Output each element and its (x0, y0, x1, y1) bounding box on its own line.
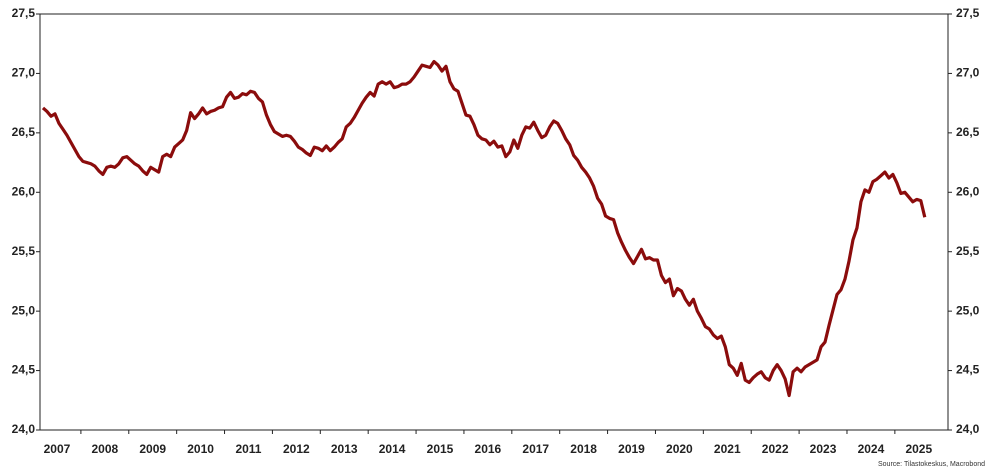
x-tick-label: 2007 (44, 442, 71, 456)
y-tick-label: 24,0 (12, 422, 36, 436)
y2-tick-label: 27,5 (956, 6, 980, 20)
y2-tick-label: 24,0 (956, 422, 980, 436)
x-tick-label: 2019 (618, 442, 645, 456)
y2-tick-label: 26,5 (956, 125, 980, 139)
y-tick-label: 27,0 (12, 66, 36, 80)
x-tick-label: 2018 (570, 442, 597, 456)
x-tick-label: 2022 (762, 442, 789, 456)
x-tick-label: 2017 (522, 442, 549, 456)
y-tick-label: 26,0 (12, 184, 36, 198)
x-tick-label: 2013 (331, 442, 358, 456)
y2-tick-label: 25,5 (956, 244, 980, 258)
y-tick-label: 25,0 (12, 303, 36, 317)
x-tick-label: 2011 (235, 442, 261, 456)
x-tick-label: 2025 (905, 442, 932, 456)
source-note: Source: Tilastokeskus, Macrobond (878, 461, 985, 468)
y2-tick-label: 26,0 (956, 184, 980, 198)
x-tick-label: 2016 (475, 442, 502, 456)
y-tick-label: 27,5 (12, 6, 36, 20)
plot-frame (39, 13, 949, 431)
y2-tick-label: 24,5 (956, 363, 980, 377)
x-tick-label: 2010 (187, 442, 214, 456)
x-tick-label: 2008 (91, 442, 118, 456)
x-tick-label: 2024 (858, 442, 885, 456)
y2-tick-label: 25,0 (956, 303, 980, 317)
x-tick-label: 2023 (810, 442, 837, 456)
y-tick-label: 26,5 (12, 125, 36, 139)
data-line (41, 59, 927, 398)
y2-tick-label: 27,0 (956, 66, 980, 80)
y-tick-label: 24,5 (12, 363, 36, 377)
x-tick-label: 2014 (379, 442, 406, 456)
y-tick-label: 25,5 (12, 244, 36, 258)
x-tick-label: 2021 (714, 442, 741, 456)
x-tick-label: 2020 (666, 442, 693, 456)
x-tick-label: 2009 (139, 442, 166, 456)
x-tick-label: 2012 (283, 442, 310, 456)
x-tick-label: 2015 (427, 442, 454, 456)
